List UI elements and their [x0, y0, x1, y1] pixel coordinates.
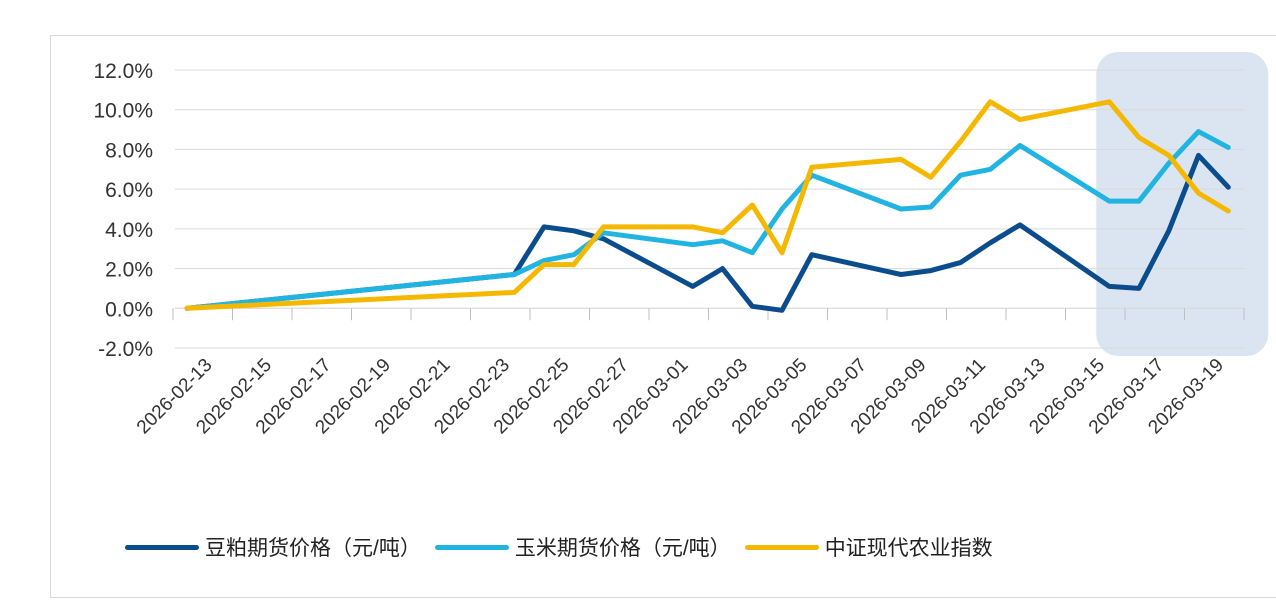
chart-frame — [50, 35, 1276, 598]
grid-layer — [175, 69, 1245, 349]
y-tick-label: -2.0% — [98, 338, 153, 361]
series-layer — [184, 99, 1231, 313]
y-tick-label: 2.0% — [105, 259, 153, 282]
legend-item-agri-index: 中证现代农业指数 — [744, 532, 993, 562]
legend: 豆粕期货价格（元/吨） 玉米期货价格（元/吨） 中证现代农业指数 — [125, 532, 1007, 562]
y-tick-label: 0.0% — [105, 298, 153, 321]
y-tick-label: 12.0% — [93, 60, 153, 83]
legend-item-soymeal: 豆粕期货价格（元/吨） — [125, 532, 421, 562]
legend-swatch-corn — [434, 544, 509, 550]
legend-swatch-soymeal — [125, 544, 199, 550]
y-tick-label: 6.0% — [105, 179, 153, 202]
axis-layer — [172, 307, 1245, 321]
series-line-2 — [184, 99, 1231, 311]
y-tick-label: 4.0% — [105, 219, 153, 242]
y-tick-label: 8.0% — [105, 139, 153, 162]
highlight-region — [1096, 52, 1269, 356]
series-line-1 — [184, 129, 1231, 311]
legend-label-soymeal: 豆粕期货价格（元/吨） — [205, 537, 421, 560]
legend-swatch-agri-index — [744, 544, 819, 550]
series-line-0 — [184, 152, 1231, 313]
legend-item-corn: 玉米期货价格（元/吨） — [434, 532, 731, 562]
legend-label-corn: 玉米期货价格（元/吨） — [514, 537, 731, 560]
highlight-layer — [1096, 52, 1269, 356]
legend-label-agri-index: 中证现代农业指数 — [824, 537, 993, 560]
y-tick-label: 10.0% — [93, 100, 153, 123]
